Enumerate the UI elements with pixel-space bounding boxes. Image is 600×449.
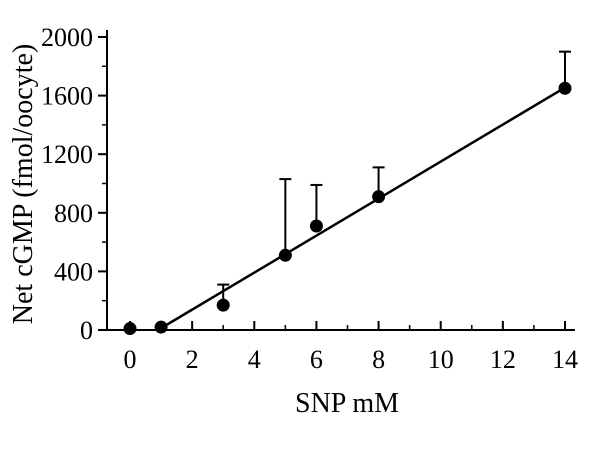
data-point [278,248,292,262]
x-tick-label: 6 [310,345,323,374]
x-tick-label: 14 [552,345,578,374]
x-tick-label: 4 [248,345,261,374]
x-tick-label: 0 [124,345,137,374]
y-tick-label: 800 [54,199,93,228]
data-point [216,298,230,312]
data-point [372,190,386,204]
x-tick-label: 2 [186,345,199,374]
x-tick-label: 10 [428,345,454,374]
y-axis-title: Net cGMP (fmol/oocyte) [8,43,39,325]
y-tick-label: 1600 [41,82,93,111]
x-tick-label: 12 [490,345,516,374]
fit-line [157,86,566,332]
data-point [154,320,168,334]
data-point [309,219,323,233]
y-tick-label: 400 [54,257,93,286]
y-tick-label: 0 [80,316,93,345]
y-tick-label: 1200 [41,140,93,169]
x-axis-title: SNP mM [294,388,400,419]
y-tick-label: 2000 [41,23,93,52]
data-point [123,322,137,336]
x-tick-label: 8 [372,345,385,374]
data-point [558,81,572,95]
